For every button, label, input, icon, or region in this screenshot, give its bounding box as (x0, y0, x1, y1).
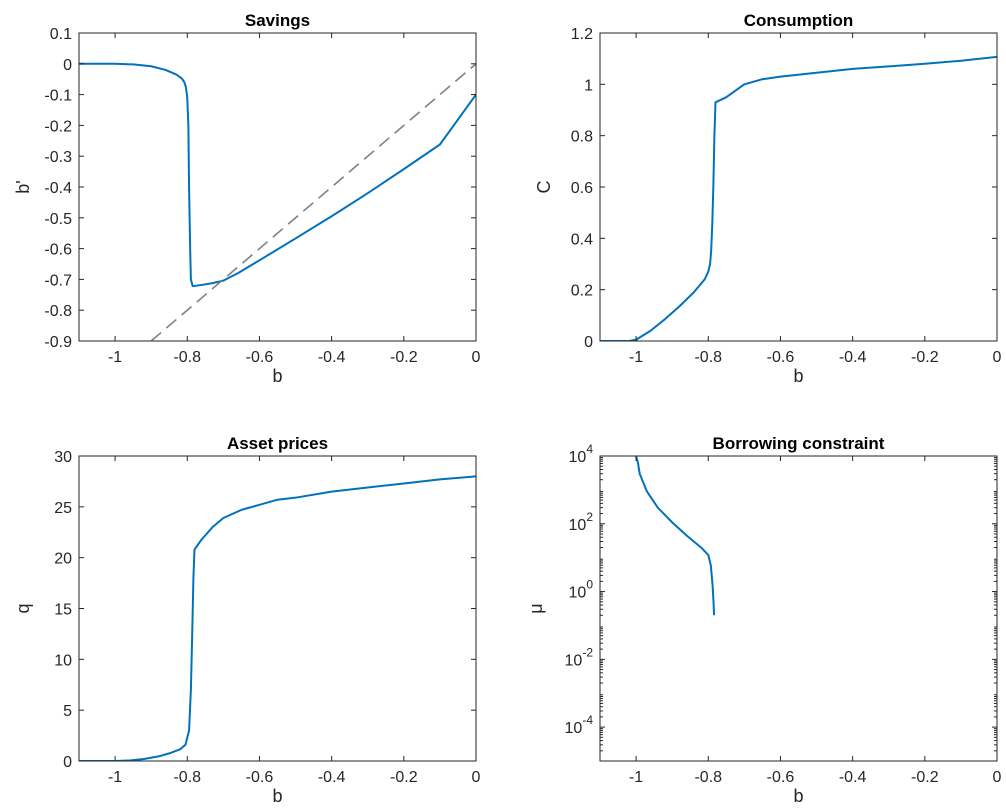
y-tick-label: 102 (569, 510, 594, 534)
y-tick-label: -0.1 (44, 88, 72, 105)
asset-prices-series-line (79, 475, 476, 761)
y-tick-label: -0.3 (44, 149, 72, 166)
x-tick-label: -0.2 (911, 349, 939, 366)
savings-series-line (79, 62, 476, 288)
subplot-consumption: -1 -0.8 -0.6 -0.4 -0.2 0 0 0.2 0.4 0.6 0.8 1 1.2 Cons… (534, 11, 1002, 386)
asset-prices-axes-box (78, 455, 477, 762)
borrowing-constraint-title: Borrowing constraint (713, 434, 885, 453)
x-tick-label: -0.6 (246, 769, 274, 786)
y-tick-label: -0.7 (44, 272, 72, 289)
consumption-title: Consumption (744, 11, 854, 30)
x-tick-label: -0.2 (390, 769, 418, 786)
x-tick-label: -0.2 (911, 769, 939, 786)
y-tick-label: 10-4 (565, 713, 594, 737)
savings-y-axis-label: b' (13, 180, 33, 193)
savings-x-axis-label: b (272, 366, 282, 386)
subplot-savings: -1 -0.8 -0.6 -0.4 -0.2 0 0.1 0 -0.1 -0.2 -0.3 -0.4 -… (13, 11, 481, 386)
x-tick-label: -0.6 (246, 349, 274, 366)
x-tick-label: -1 (629, 349, 643, 366)
y-tick-label: 0 (63, 754, 72, 771)
subplot-asset-prices: -1 -0.8 -0.6 -0.4 -0.2 0 0 5 10 15 20 25 30 Asset pri… (13, 434, 481, 806)
savings-title: Savings (245, 11, 310, 30)
consumption-series-line (600, 55, 997, 341)
y-tick-label: -0.5 (44, 211, 72, 228)
x-tick-label: 0 (472, 349, 481, 366)
x-tick-label: -0.8 (173, 349, 201, 366)
y-tick-label: 1.2 (571, 26, 593, 43)
x-tick-label: -1 (629, 769, 643, 786)
x-tick-label: -0.2 (390, 349, 418, 366)
y-tick-label: -0.6 (44, 242, 72, 259)
y-tick-label: 0 (63, 57, 72, 74)
savings-axes-box (78, 32, 477, 342)
y-tick-label: 25 (54, 500, 72, 517)
consumption-x-axis-label: b (793, 366, 803, 386)
x-tick-label: -0.6 (767, 769, 795, 786)
consumption-axes-box (599, 32, 998, 342)
x-tick-label: -0.8 (694, 769, 722, 786)
y-tick-label: 5 (63, 703, 72, 720)
y-tick-label: 0.8 (571, 129, 593, 146)
borrowing-constraint-series-line (635, 456, 716, 616)
y-tick-label: 0.6 (571, 180, 593, 197)
x-tick-label: -0.4 (839, 769, 867, 786)
savings-reference-line (150, 63, 476, 341)
y-tick-label: 1 (584, 77, 593, 94)
x-tick-label: 0 (993, 769, 1002, 786)
asset-prices-title: Asset prices (227, 434, 328, 453)
x-tick-label: -0.4 (318, 769, 346, 786)
x-tick-label: -1 (108, 769, 122, 786)
x-tick-label: -0.6 (767, 349, 795, 366)
borrowing-constraint-axes-box (599, 455, 998, 762)
y-tick-label: 0.1 (50, 26, 72, 43)
y-tick-label: 0 (584, 334, 593, 351)
y-tick-label: -0.9 (44, 334, 72, 351)
y-tick-label: 20 (54, 551, 72, 568)
x-tick-label: -1 (108, 349, 122, 366)
y-tick-label: 104 (569, 442, 594, 466)
asset-prices-x-axis-label: b (272, 786, 282, 806)
subplot-borrowing-constraint: -1 -0.8 -0.6 -0.4 -0.2 0 10-4 10-2 100 102 104 Borr… (526, 434, 1002, 806)
x-tick-label: -0.8 (173, 769, 201, 786)
x-tick-label: 0 (993, 349, 1002, 366)
borrowing-constraint-y-axis-label: μ (526, 603, 546, 613)
y-tick-label: 15 (54, 602, 72, 619)
y-tick-label: 10 (54, 652, 72, 669)
consumption-y-axis-label: C (534, 181, 554, 194)
x-tick-label: -0.4 (318, 349, 346, 366)
y-tick-label: 10-2 (565, 645, 594, 669)
y-tick-label: 0.4 (571, 231, 593, 248)
y-tick-label: -0.2 (44, 118, 72, 135)
y-tick-label: -0.4 (44, 180, 72, 197)
y-tick-label: 100 (569, 578, 594, 602)
x-tick-label: -0.8 (694, 349, 722, 366)
y-tick-label: 30 (54, 449, 72, 466)
x-tick-label: -0.4 (839, 349, 867, 366)
y-tick-label: -0.8 (44, 303, 72, 320)
asset-prices-y-axis-label: q (13, 603, 33, 613)
borrowing-constraint-x-axis-label: b (793, 786, 803, 806)
x-tick-label: 0 (472, 769, 481, 786)
y-tick-label: 0.2 (571, 283, 593, 300)
